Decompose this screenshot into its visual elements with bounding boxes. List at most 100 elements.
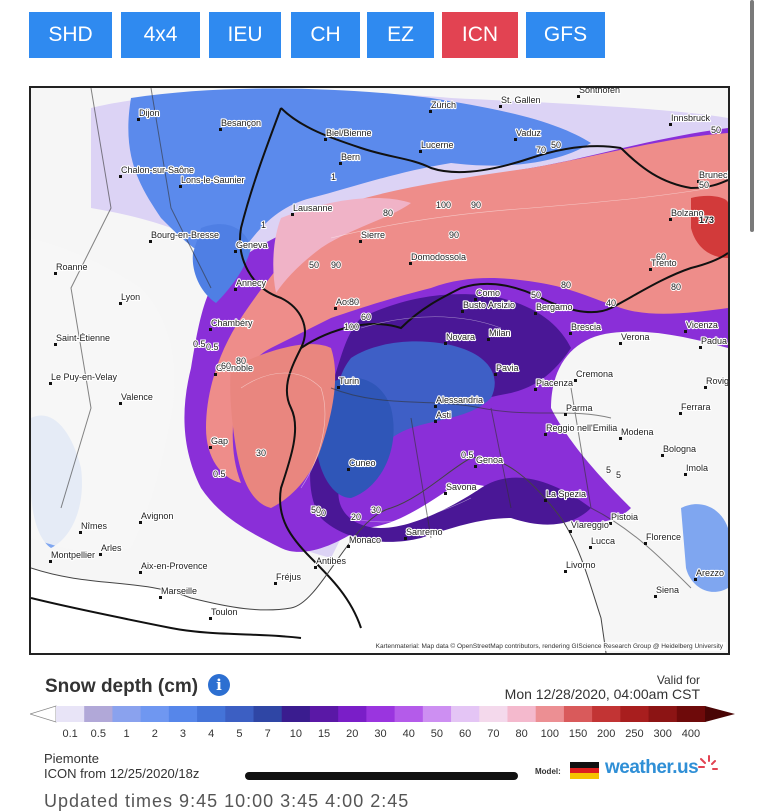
city-marker [577, 95, 580, 98]
city-marker [119, 402, 122, 405]
city-marker [544, 499, 547, 502]
german-flag-icon [570, 762, 599, 779]
city-marker [137, 118, 140, 121]
legend-scale-label: 0.5 [90, 728, 106, 740]
scrollbar[interactable] [750, 0, 754, 232]
city-marker [654, 595, 657, 598]
legend-scale-label: 15 [317, 728, 331, 740]
city-marker [684, 473, 687, 476]
city-label: Bologna [663, 444, 696, 454]
info-icon[interactable]: i [208, 674, 230, 696]
city-label: Imola [686, 463, 708, 473]
city-marker [214, 373, 217, 376]
legend-scale-label: 5 [236, 728, 243, 740]
city-marker [139, 571, 142, 574]
city-marker [661, 454, 664, 457]
legend-scale-label: 3 [179, 728, 187, 740]
city-label: Viareggio [571, 520, 609, 530]
city-marker [339, 162, 342, 165]
city-label: Bern [341, 152, 360, 162]
city-marker [139, 521, 142, 524]
legend-scale-label: 20 [346, 728, 359, 740]
city-marker [324, 138, 327, 141]
tab-ieu[interactable]: IEU [209, 12, 281, 58]
city-label: Asti [436, 410, 451, 420]
contour-value: 50 [531, 290, 541, 300]
city-marker [159, 596, 162, 599]
tab-4x4[interactable]: 4x4 [121, 12, 200, 58]
city-marker [434, 420, 437, 423]
map-canvas: Dijon Besançon Zürich St. Gallen Sonthofen In… [31, 88, 728, 653]
contour-value: 60 [221, 361, 231, 371]
contour-value: 100 [344, 322, 359, 332]
contour-value: 50 [551, 140, 561, 150]
legend-swatch [394, 706, 424, 722]
legend-swatch [56, 706, 85, 722]
legend-scale-label: 300 [653, 728, 672, 740]
city-label: Parma [566, 403, 593, 413]
legend-swatch [366, 706, 396, 722]
legend-scale-label: 1 [123, 728, 130, 740]
city-marker [434, 405, 437, 408]
legend-scale-label: 400 [681, 728, 701, 740]
city-label: Novara [446, 332, 475, 342]
home-indicator[interactable] [245, 772, 518, 780]
city-marker [474, 465, 477, 468]
city-marker [209, 617, 212, 620]
city-marker [574, 379, 577, 382]
city-marker [534, 312, 537, 315]
legend-scale-label: 10 [289, 728, 302, 740]
contour-value: 60 [656, 252, 666, 262]
legend-scale-label: 60 [459, 728, 472, 740]
contour-value: 50 [699, 180, 709, 190]
legend-scale-label: 200 [597, 728, 616, 740]
city-marker [347, 545, 350, 548]
weather-us-logo[interactable]: weather.us [605, 757, 699, 778]
contour-value: 50 [711, 125, 721, 135]
tab-shd[interactable]: SHD [29, 12, 112, 58]
city-label: Valence [121, 392, 153, 402]
legend-swatch [140, 706, 170, 722]
contour-value: 0.5 [206, 342, 219, 352]
legend-swatch [253, 706, 283, 722]
legend-swatch [225, 706, 255, 722]
city-marker [694, 578, 697, 581]
city-label: Turin [339, 376, 359, 386]
legend-swatch [535, 706, 565, 722]
contour-value: 90 [331, 260, 341, 270]
tab-ch[interactable]: CH [291, 12, 360, 58]
city-label: Le Puy-en-Velay [51, 372, 118, 382]
legend-scale-label: 30 [374, 728, 387, 740]
city-marker [54, 272, 57, 275]
tab-icn[interactable]: ICN [442, 12, 518, 58]
city-label: Lons-le-Saunier [181, 175, 245, 185]
tab-ez[interactable]: EZ [367, 12, 434, 58]
legend-scale-label: 150 [568, 728, 588, 740]
city-label: Chalon-sur-Saône [121, 165, 194, 175]
city-label: Siena [656, 585, 679, 595]
contour-value: 1 [261, 220, 266, 230]
snow-depth-map[interactable]: Dijon Besançon Zürich St. Gallen Sonthofen In… [29, 86, 730, 655]
legend-scale-labels: 0.1 0.5 1 2 3 4 5 7 10 15 20 30 40 50 60 70 80 100 150 200 2… [30, 728, 735, 744]
tab-gfs[interactable]: GFS [526, 12, 605, 58]
contour-value: 30 [371, 505, 381, 515]
city-label: Vicenza [686, 320, 718, 330]
city-label: Grenoble [216, 363, 253, 373]
legend-swatch [451, 706, 480, 722]
city-label: Padua [701, 336, 727, 346]
city-label: St. Gallen [501, 95, 541, 105]
contour-value: 80 [236, 356, 246, 366]
contour-value: 50 [309, 260, 319, 270]
city-marker [444, 342, 447, 345]
sun-rays-icon [698, 755, 718, 770]
city-label: Saint-Étienne [56, 333, 110, 343]
city-marker [669, 123, 672, 126]
city-label: Arles [101, 543, 122, 553]
city-marker [234, 250, 237, 253]
city-marker [347, 468, 350, 471]
city-marker [234, 288, 237, 291]
city-label: Annecy [236, 278, 267, 288]
city-label: Montpellier [51, 550, 95, 560]
city-marker [474, 298, 477, 301]
legend-swatch [112, 706, 142, 722]
